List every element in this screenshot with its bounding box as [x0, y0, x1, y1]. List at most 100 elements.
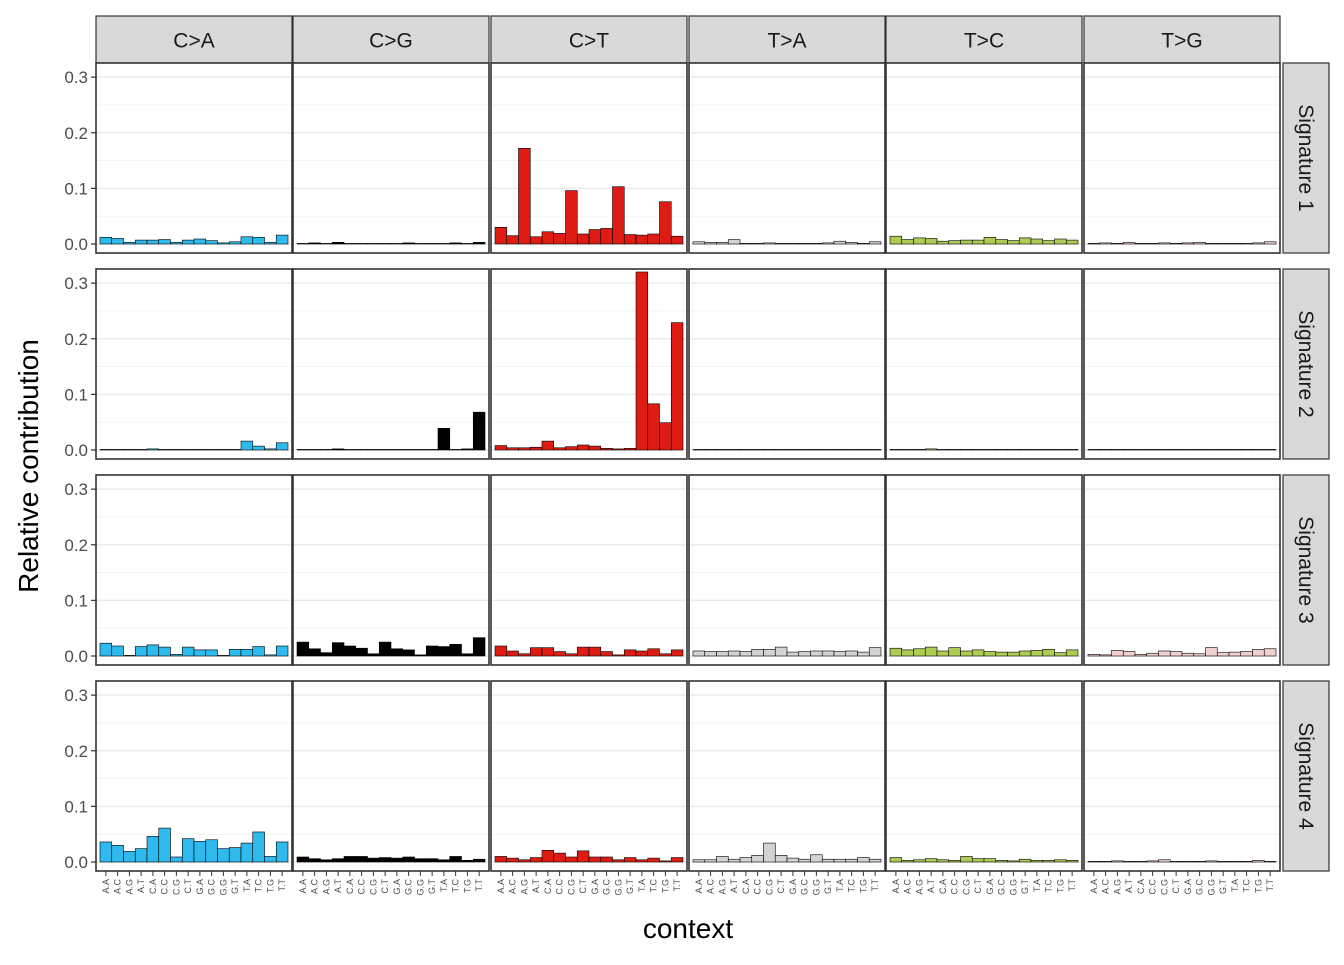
panel-border	[490, 474, 688, 666]
x-tick-label-t-to-c-t-a: T.A	[1032, 879, 1042, 892]
panel-background	[1084, 63, 1280, 253]
panel-signature-1-t-to-g	[1083, 62, 1281, 254]
x-tick-label-t-to-a-c-c: C.C	[753, 879, 763, 895]
bar-signature-1-c-to-g-c-c	[355, 243, 368, 245]
bar-signature-4-t-to-g-t-t	[1263, 861, 1277, 863]
bar-signature-1-t-to-c-c-c	[948, 240, 961, 245]
x-tick-label-t-to-a-t-g: T.G	[858, 879, 868, 893]
bar-signature-3-t-to-g-g-c	[1193, 653, 1206, 657]
bar-signature-3-t-to-a-g-t	[821, 650, 835, 657]
bar-signature-3-c-to-t-t-a	[635, 650, 649, 657]
bar-signature-3-t-to-g-c-t	[1169, 651, 1183, 657]
panel-signature-2-c-to-a	[95, 268, 293, 460]
x-tick-label-t-to-a-a-c: A.C	[706, 879, 716, 895]
bar-signature-4-t-to-c-g-g	[1007, 860, 1020, 863]
bar-signature-4-t-to-g-a-t	[1122, 861, 1136, 863]
bar-signature-3-t-to-g-a-t	[1122, 651, 1136, 657]
x-tick-label-c-to-a-g-a: G.A	[195, 879, 205, 895]
x-tick-label-c-to-a-g-g: G.G	[218, 879, 228, 896]
bar-signature-2-c-to-t-g-g	[612, 448, 625, 451]
bar-signature-2-t-to-c-c-g	[960, 449, 973, 451]
bar-signature-3-c-to-t-c-a	[541, 647, 555, 657]
bar-signature-4-c-to-t-g-t	[623, 857, 637, 863]
bar-signature-1-c-to-g-g-c	[402, 242, 415, 245]
bar-signature-2-c-to-g-g-t	[425, 449, 439, 451]
bar-signature-2-t-to-g-c-a	[1134, 449, 1148, 451]
panel-background	[293, 475, 489, 665]
bar-signature-1-c-to-g-g-g	[414, 243, 427, 245]
x-tick-label-c-to-t-c-g: C.G	[566, 879, 576, 895]
bar-signature-2-c-to-g-a-c	[308, 449, 321, 451]
x-tick-label-t-to-g-c-t: C.T	[1171, 879, 1181, 894]
bar-signature-4-t-to-c-a-g	[913, 859, 926, 863]
bar-signature-4-t-to-g-g-a	[1181, 861, 1195, 863]
bar-signature-1-c-to-g-c-a	[343, 243, 357, 245]
bar-signature-3-c-to-g-t-g	[461, 653, 474, 657]
bar-signature-4-t-to-a-g-a	[786, 857, 800, 863]
panel-signature-3-t-to-c	[885, 474, 1083, 666]
x-tick-label-t-to-c-c-c: C.C	[950, 879, 960, 895]
bar-signature-3-t-to-g-t-g	[1252, 649, 1265, 657]
bar-signature-3-c-to-g-a-g	[320, 652, 333, 657]
panel-signature-4-t-to-a	[688, 680, 886, 872]
bar-signature-4-c-to-t-g-g	[612, 859, 625, 863]
bar-signature-4-t-to-c-g-c	[995, 860, 1008, 863]
bar-signature-2-t-to-a-a-c	[704, 449, 717, 451]
x-tick-label-t-to-a-g-c: G.C	[800, 879, 810, 896]
bar-signature-2-c-to-g-t-t	[472, 411, 486, 451]
bar-signature-4-c-to-a-g-t	[228, 847, 242, 863]
x-tick-label-c-to-g-g-a: G.A	[392, 879, 402, 895]
panel-border	[885, 62, 1083, 254]
x-tick-label-t-to-g-t-a: T.A	[1230, 879, 1240, 892]
bar-signature-3-c-to-a-a-g	[123, 655, 136, 657]
bar-signature-3-c-to-t-g-t	[623, 649, 637, 657]
bar-signature-3-t-to-g-c-c	[1146, 652, 1159, 657]
bar-signature-1-t-to-g-t-c	[1240, 243, 1253, 245]
x-tick-label-t-to-g-c-g: C.G	[1159, 879, 1169, 895]
bar-signature-1-t-to-c-g-t	[1018, 237, 1032, 245]
y-tick-label-signature-2: 0.1	[64, 385, 88, 404]
bar-signature-4-c-to-a-g-a	[193, 841, 207, 863]
x-tick-label-c-to-a-c-c: C.C	[160, 879, 170, 895]
bar-signature-3-c-to-t-g-g	[612, 654, 625, 657]
bar-signature-4-c-to-a-t-a	[240, 842, 254, 863]
x-tick-label-c-to-g-t-t: T.T	[474, 878, 484, 891]
bar-signature-4-c-to-g-t-c	[449, 856, 462, 863]
panel-border	[490, 62, 688, 254]
bar-signature-2-c-to-g-t-c	[449, 449, 462, 451]
bar-signature-4-c-to-g-c-t	[378, 857, 392, 863]
bar-signature-3-t-to-a-a-a	[692, 650, 706, 657]
bar-signature-1-t-to-c-a-c	[901, 239, 914, 245]
bar-signature-3-c-to-a-g-t	[228, 649, 242, 657]
bar-signature-1-t-to-g-g-a	[1181, 242, 1195, 245]
x-tick-label-t-to-g-a-a: A.A	[1089, 879, 1099, 894]
bar-signature-2-t-to-a-g-a	[786, 449, 800, 451]
bar-signature-2-c-to-a-t-t	[275, 442, 289, 451]
bar-signature-4-t-to-c-t-a	[1030, 860, 1044, 863]
bar-signature-3-t-to-g-a-a	[1087, 654, 1101, 657]
x-tick-label-c-to-t-a-g: A.G	[519, 879, 529, 895]
y-tick-label-signature-4: 0.2	[64, 742, 88, 761]
bar-signature-2-t-to-a-t-g	[857, 449, 870, 451]
bar-signature-1-c-to-g-a-c	[308, 242, 321, 245]
bar-signature-1-t-to-g-g-c	[1193, 242, 1206, 245]
bar-signature-3-t-to-c-t-g	[1054, 652, 1067, 657]
x-tick-label-c-to-g-c-g: C.G	[368, 879, 378, 895]
bar-signature-4-t-to-g-c-a	[1134, 861, 1148, 863]
panel-signature-2-c-to-g	[292, 268, 490, 460]
panel-background	[491, 475, 687, 665]
bar-signature-2-t-to-c-a-a	[889, 449, 903, 451]
x-tick-label-t-to-a-g-a: G.A	[788, 879, 798, 895]
x-tick-label-t-to-g-g-a: G.A	[1183, 879, 1193, 895]
bar-signature-2-t-to-a-t-c	[845, 449, 858, 451]
bar-signature-2-t-to-a-a-g	[716, 449, 729, 451]
bar-signature-2-c-to-a-c-a	[146, 448, 160, 451]
bar-signature-4-c-to-g-a-a	[296, 856, 310, 863]
bar-signature-3-t-to-a-t-t	[868, 647, 882, 657]
bar-signature-1-c-to-t-t-g	[659, 201, 672, 245]
bar-signature-4-t-to-a-a-c	[704, 859, 717, 863]
bar-signature-1-c-to-g-c-t	[378, 243, 392, 245]
bar-signature-1-t-to-c-a-g	[913, 237, 926, 245]
bar-signature-3-c-to-t-g-c	[600, 651, 613, 657]
bar-signature-2-c-to-a-c-c	[158, 449, 171, 451]
